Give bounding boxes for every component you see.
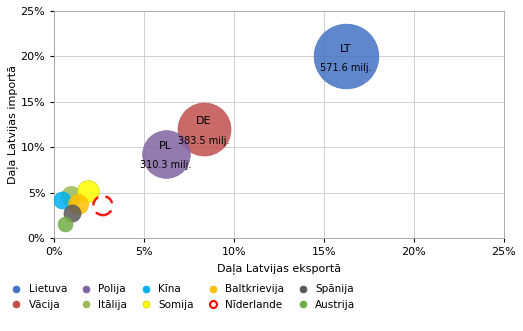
Point	[61, 221, 70, 226]
Text: 571.6 milj.: 571.6 milj.	[320, 63, 371, 73]
Y-axis label: Daļa Latvijas importā: Daļa Latvijas importā	[7, 65, 18, 184]
Point	[99, 203, 107, 208]
Legend: Lietuva, Vācija, Polija, Itālija, Kīna, Somija, Baltkrievija, Nīderlande, Spānij: Lietuva, Vācija, Polija, Itālija, Kīna, …	[6, 284, 356, 310]
Text: 383.5 milj.: 383.5 milj.	[178, 136, 229, 146]
Text: DE: DE	[196, 117, 211, 126]
Text: PL: PL	[160, 141, 172, 151]
Point	[342, 54, 350, 59]
Text: 310.3 milj.: 310.3 milj.	[140, 160, 191, 170]
Point	[84, 188, 93, 194]
Point	[199, 126, 208, 132]
Text: LT: LT	[340, 44, 351, 54]
Point	[66, 193, 75, 198]
Point	[58, 198, 66, 203]
Point	[162, 151, 170, 156]
X-axis label: Daļa Latvijas eksportā: Daļa Latvijas eksportā	[217, 263, 341, 274]
Point	[74, 201, 82, 207]
Point	[68, 210, 76, 215]
